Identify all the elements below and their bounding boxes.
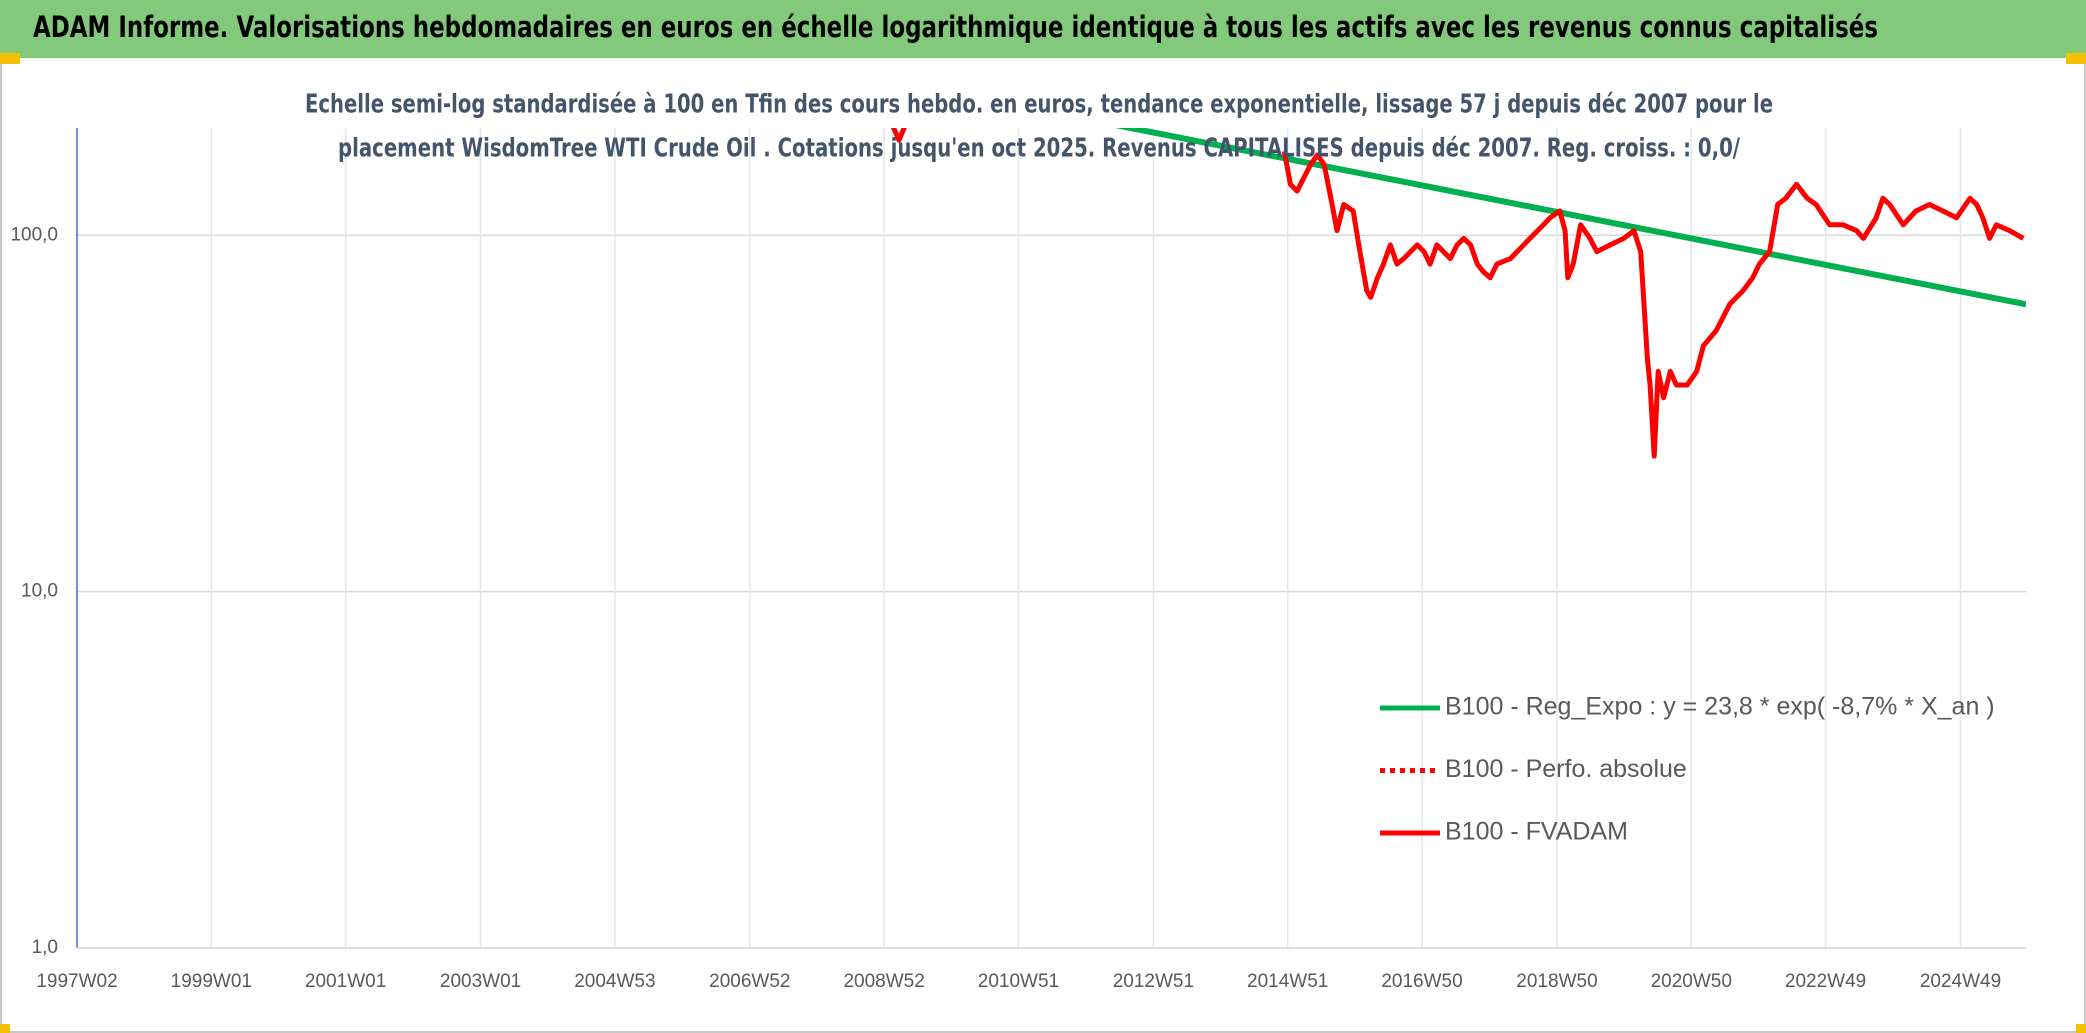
x-tick-label: 2022W49: [1785, 971, 1866, 992]
legend-label: B100 - Reg_Expo : y = 23,8 * exp( -8,7% …: [1445, 693, 1995, 721]
series-line: [890, 128, 2025, 459]
legend-label: B100 - FVADAM: [1445, 818, 1628, 846]
x-tick-label: 2024W49: [1920, 971, 2001, 992]
plot-area: [890, 128, 2026, 459]
y-tick-label: 1,0: [32, 937, 58, 958]
chart-subtitle: placement WisdomTree WTI Crude Oil . Cot…: [338, 134, 1740, 164]
corner-marker: [2076, 1024, 2086, 1033]
x-tick-label: 2020W50: [1651, 971, 1732, 992]
y-tick-label: 100,0: [10, 224, 58, 245]
x-tick-label: 2016W50: [1381, 971, 1462, 992]
x-tick-label: 2006W52: [709, 971, 790, 992]
x-tick-label: 2008W52: [843, 971, 924, 992]
corner-marker: [0, 1024, 10, 1033]
x-tick-label: 2010W51: [978, 971, 1059, 992]
x-tick-label: 2004W53: [574, 971, 655, 992]
corner-marker: [0, 53, 20, 64]
legend: B100 - Reg_Expo : y = 23,8 * exp( -8,7% …: [1380, 693, 1995, 846]
legend-label: B100 - Perfo. absolue: [1445, 755, 1687, 783]
series-line: [1114, 128, 2026, 308]
corner-marker: [2066, 53, 2086, 64]
x-tick-label: 2018W50: [1516, 971, 1597, 992]
grid: [76, 128, 2026, 949]
y-tick-label: 10,0: [21, 581, 58, 602]
frame: [0, 54, 2086, 1033]
x-tick-label: 1999W01: [171, 971, 252, 992]
x-tick-label: 1997W02: [36, 971, 117, 992]
x-tick-label: 2001W01: [305, 971, 386, 992]
chart-subtitle: Echelle semi-log standardisée à 100 en T…: [305, 90, 1773, 120]
x-tick-label: 2003W01: [440, 971, 521, 992]
chart-title: ADAM Informe. Valorisations hebdomadaire…: [33, 10, 1878, 44]
x-tick-label: 2012W51: [1113, 971, 1194, 992]
x-tick-label: 2014W51: [1247, 971, 1328, 992]
header-bar: [0, 0, 2086, 58]
